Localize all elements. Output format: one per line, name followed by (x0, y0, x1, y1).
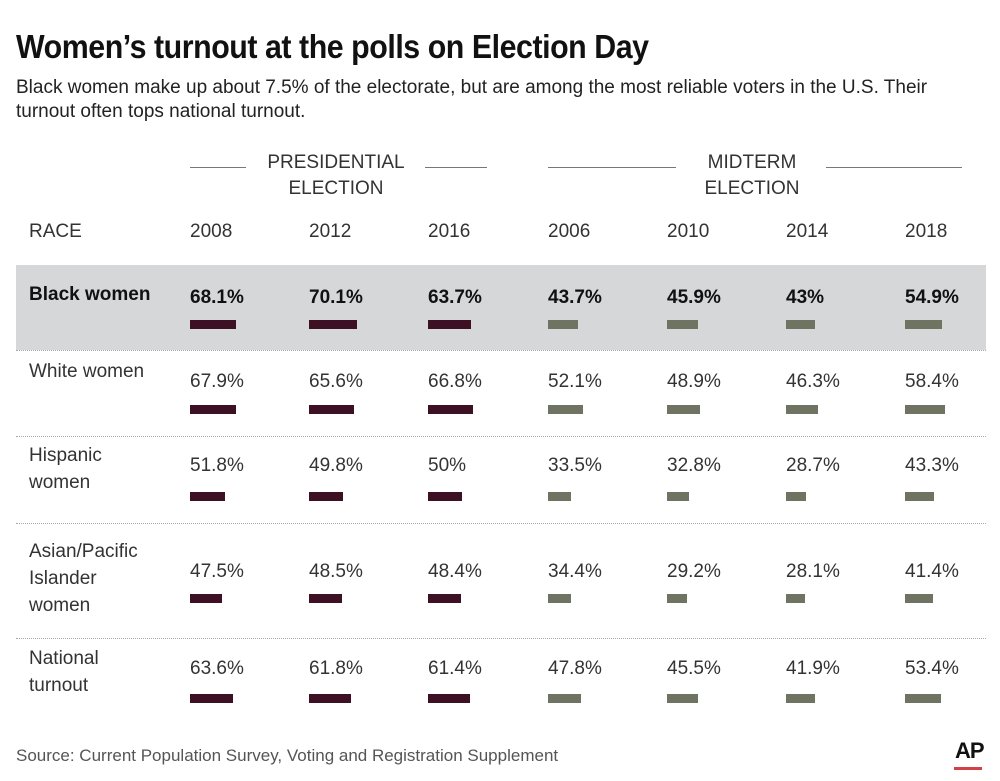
chart-title: Women’s turnout at the polls on Election… (16, 28, 649, 65)
bar-asian-pacific-islander-women-2008 (190, 594, 223, 603)
value-label: 28.7% (786, 455, 840, 476)
value-label: 61.4% (428, 658, 482, 679)
row-label: Hispanic women (29, 445, 102, 493)
column-header-2014: 2014 (786, 221, 829, 242)
value-label: 41.9% (786, 658, 840, 679)
column-header-2016: 2016 (428, 221, 471, 242)
value-label: 63.6% (190, 658, 244, 679)
value-label: 47.5% (190, 561, 244, 582)
bar-white-women-2016 (428, 405, 474, 414)
bar-hispanic-women-2008 (190, 492, 226, 501)
value-label: 51.8% (190, 455, 244, 476)
row-label: White women (29, 361, 145, 382)
group-rule (190, 167, 246, 168)
value-label: 43% (786, 287, 825, 308)
chart-subtitle: Black women make up about 7.5% of the el… (16, 77, 928, 122)
column-header-2006: 2006 (548, 221, 591, 242)
group-rule (425, 167, 487, 168)
value-label: 33.5% (548, 455, 602, 476)
row-divider (16, 638, 986, 639)
value-label: 45.5% (667, 658, 721, 679)
bar-hispanic-women-2018 (905, 492, 935, 501)
bar-black-women-2012 (309, 320, 357, 329)
bar-hispanic-women-2016 (428, 492, 462, 501)
column-header-2008: 2008 (190, 221, 233, 242)
bar-hispanic-women-2014 (786, 492, 806, 501)
group-label-presidential: PRESIDENTIAL ELECTION (267, 152, 405, 199)
bar-hispanic-women-2012 (309, 492, 343, 501)
bar-national-turnout-2018 (905, 694, 942, 703)
value-label: 48.9% (667, 371, 721, 392)
row-divider (16, 523, 986, 524)
highlight-band (16, 265, 986, 350)
bar-asian-pacific-islander-women-2006 (548, 594, 572, 603)
value-label: 53.4% (905, 658, 959, 679)
bar-black-women-2006 (548, 320, 578, 329)
value-label: 34.4% (548, 561, 602, 582)
value-label: 29.2% (667, 561, 721, 582)
bar-asian-pacific-islander-women-2018 (905, 594, 934, 603)
value-label: 68.1% (190, 287, 244, 308)
bar-national-turnout-2016 (428, 694, 470, 703)
value-label: 58.4% (905, 371, 959, 392)
value-label: 48.5% (309, 561, 363, 582)
bar-white-women-2014 (786, 405, 818, 414)
value-label: 43.7% (548, 287, 602, 308)
row-label: National turnout (29, 648, 99, 696)
row-header: RACE (29, 221, 82, 242)
bar-asian-pacific-islander-women-2012 (309, 594, 342, 603)
bar-national-turnout-2014 (786, 694, 815, 703)
value-label: 63.7% (428, 287, 482, 308)
bar-asian-pacific-islander-women-2016 (428, 594, 461, 603)
value-label: 47.8% (548, 658, 602, 679)
ap-logo: AP (955, 738, 985, 763)
bar-national-turnout-2012 (309, 694, 351, 703)
source-note: Source: Current Population Survey, Votin… (16, 746, 559, 765)
bar-white-women-2008 (190, 405, 237, 414)
bar-national-turnout-2010 (667, 694, 698, 703)
bar-black-women-2016 (428, 320, 472, 329)
value-label: 67.9% (190, 371, 244, 392)
column-header-2018: 2018 (905, 221, 948, 242)
row-divider (16, 436, 986, 437)
value-label: 41.4% (905, 561, 959, 582)
group-label-midterm: MIDTERM ELECTION (704, 152, 800, 199)
bar-black-women-2010 (667, 320, 699, 329)
bar-black-women-2008 (190, 320, 237, 329)
bar-national-turnout-2008 (190, 694, 234, 703)
row-label: Asian/Pacific Islander women (29, 541, 138, 616)
value-label: 50% (428, 455, 467, 476)
value-label: 61.8% (309, 658, 363, 679)
bar-black-women-2014 (786, 320, 816, 329)
row-divider (16, 350, 986, 351)
bar-white-women-2012 (309, 405, 354, 414)
bar-asian-pacific-islander-women-2014 (786, 594, 806, 603)
value-label: 43.3% (905, 455, 959, 476)
value-label: 52.1% (548, 371, 602, 392)
value-label: 65.6% (309, 371, 363, 392)
row-label: Black women (29, 284, 151, 305)
bar-black-women-2018 (905, 320, 943, 329)
value-label: 54.9% (905, 287, 959, 308)
bar-asian-pacific-islander-women-2010 (667, 594, 687, 603)
value-label: 28.1% (786, 561, 840, 582)
value-label: 49.8% (309, 455, 363, 476)
value-label: 70.1% (309, 287, 363, 308)
bar-hispanic-women-2010 (667, 492, 690, 501)
bar-white-women-2010 (667, 405, 701, 414)
bar-hispanic-women-2006 (548, 492, 571, 501)
value-label: 46.3% (786, 371, 840, 392)
group-rule (548, 167, 676, 168)
value-label: 32.8% (667, 455, 721, 476)
ap-logo-underline (954, 767, 982, 770)
value-label: 45.9% (667, 287, 721, 308)
bar-white-women-2018 (905, 405, 945, 414)
column-header-2012: 2012 (309, 221, 352, 242)
group-rule (826, 167, 962, 168)
value-label: 48.4% (428, 561, 482, 582)
bar-white-women-2006 (548, 405, 584, 414)
column-header-2010: 2010 (667, 221, 710, 242)
value-label: 66.8% (428, 371, 482, 392)
bar-national-turnout-2006 (548, 694, 581, 703)
